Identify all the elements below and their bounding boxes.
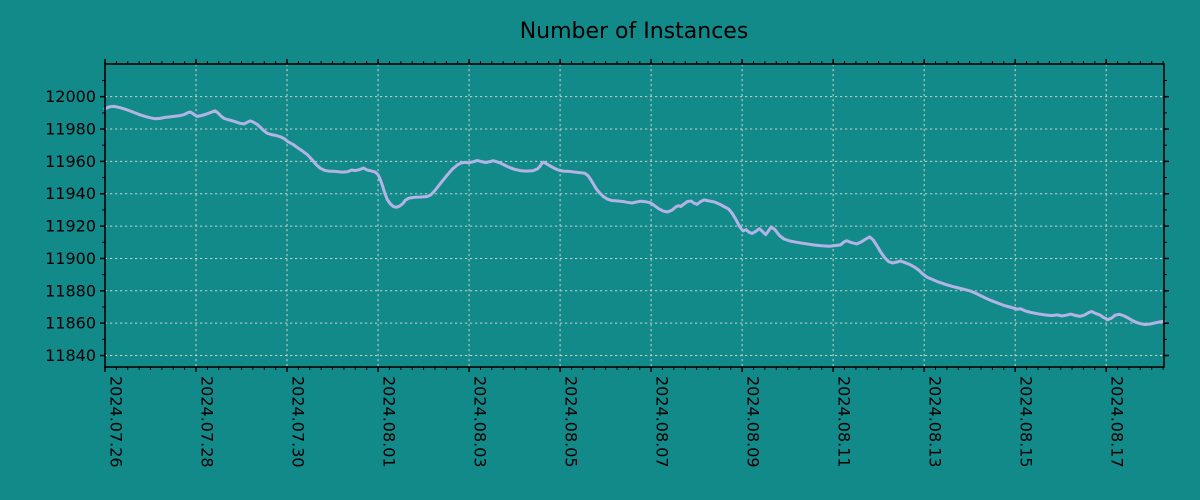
x-tick-label: 2024.08.15	[1017, 376, 1036, 468]
x-tick-label: 2024.08.07	[653, 376, 672, 468]
x-tick-label: 2024.08.09	[744, 376, 763, 468]
chart-title: Number of Instances	[520, 19, 749, 44]
series-line-instances	[103, 104, 1166, 326]
x-tick-label: 2024.07.28	[198, 376, 217, 468]
x-tick-label: 2024.07.26	[107, 376, 126, 468]
x-tick-label: 2024.08.13	[926, 376, 945, 468]
y-tick-label: 12000	[45, 87, 96, 106]
y-tick-label: 11880	[45, 281, 96, 300]
tick-labels: 11840 11860 11880 11900 11920 11940 11960 11980…	[45, 87, 1127, 467]
y-tick-label: 11860	[45, 314, 96, 333]
x-tick-label: 2024.08.17	[1108, 376, 1127, 468]
plot-frame	[104, 63, 1165, 368]
x-tick-label: 2024.07.30	[289, 376, 308, 468]
x-tick-label: 2024.08.11	[835, 376, 854, 468]
y-tick-label: 11840	[45, 346, 96, 365]
y-tick-label: 11920	[45, 217, 96, 236]
y-tick-label: 11960	[45, 152, 96, 171]
data-series	[103, 104, 1166, 326]
y-tick-label: 11980	[45, 120, 96, 139]
y-tick-label: 11940	[45, 184, 96, 203]
y-tick-label: 11900	[45, 249, 96, 268]
x-tick-label: 2024.08.03	[471, 376, 490, 468]
gridlines	[104, 64, 1164, 367]
x-tick-label: 2024.08.01	[380, 376, 399, 468]
axis-ticks	[100, 59, 1169, 372]
x-tick-label: 2024.08.05	[562, 376, 581, 468]
